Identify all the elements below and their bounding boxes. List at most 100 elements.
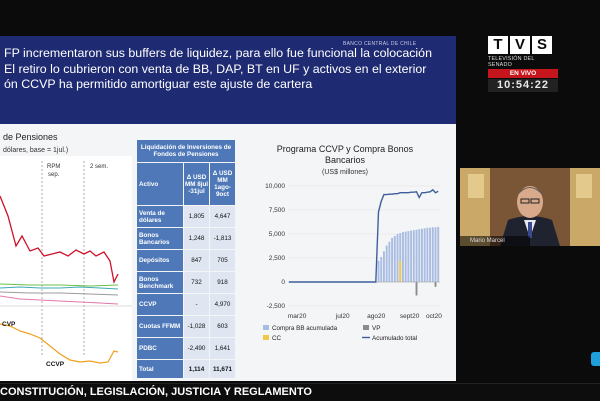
bar-bb <box>393 235 396 282</box>
table-col-header: Activo <box>137 163 183 205</box>
table-row-label: Bonos Bancarios <box>137 228 183 249</box>
bar-bb <box>396 234 399 282</box>
headline-line-1: FP incrementaron sus buffers de liquidez… <box>4 46 432 60</box>
label-ccvp-upper: CVP <box>2 321 16 328</box>
liquidation-table: Liquidación de Inversiones de Fondos de … <box>136 139 236 379</box>
legend-swatch <box>363 325 369 330</box>
legend-label: Acumulado total <box>372 335 417 342</box>
series-pink-line <box>0 295 119 305</box>
table-title: Liquidación de Inversiones de Fondos de … <box>137 140 235 162</box>
table-row: Venta de dólares 1,805 4,647 <box>137 206 235 227</box>
table-row: CCVP -4,970 <box>137 294 235 315</box>
speaker-webcam: Mario Marcel <box>460 168 600 246</box>
side-app-icon[interactable] <box>591 352 600 366</box>
ticker-text: CONSTITUCIÓN, LEGISLACIÓN, JUSTICIA Y RE… <box>0 386 312 398</box>
table-row-v1: 732 <box>184 272 209 293</box>
y-tick-label: 2,500 <box>269 255 286 262</box>
y-tick-label: 5,000 <box>269 231 286 238</box>
table-row-v2: 603 <box>210 316 235 337</box>
table-col1-header: Δ USD MM 8jul -31jul <box>184 163 209 205</box>
table-row-v1: 847 <box>184 250 209 271</box>
headline-line-2: El retiro lo cubrieron con venta de BB, … <box>4 61 427 76</box>
legend-swatch <box>263 325 269 330</box>
table-row-v2: 705 <box>210 250 235 271</box>
headline-line-3: ón CCVP ha permitido amortiguar este aju… <box>4 77 313 91</box>
table-row-v2: 4,647 <box>210 206 235 227</box>
table-row: Cuotas FFMM -1,028 603 <box>137 316 235 337</box>
live-badge: EN VIVO <box>488 69 558 78</box>
bar-bb <box>426 227 429 282</box>
annotation-rpm: RPM <box>47 164 60 170</box>
bar-bb <box>421 228 423 282</box>
tvs-letter: S <box>532 36 552 54</box>
table-row-v1: 1,248 <box>184 228 209 249</box>
legend-label: CC <box>272 335 282 342</box>
left-chart-title: de Pensiones <box>3 132 58 142</box>
annotation-sep: sep. <box>48 172 60 178</box>
legend-label: Compra BB acumulada <box>272 325 338 332</box>
table-row-label: Venta de dólares <box>137 206 183 227</box>
slide-headline: FP incrementaron sus buffers de liquidez… <box>4 46 454 93</box>
tvs-letter: T <box>488 36 508 54</box>
speaker-video-frame <box>460 168 600 246</box>
bar-bb <box>407 231 410 282</box>
legend-label: VP <box>372 325 380 332</box>
bar-bb <box>377 260 380 282</box>
table-row-label: Depósitos <box>137 250 183 271</box>
table-row-v2: 1,641 <box>210 338 235 359</box>
bar-bb <box>412 230 415 282</box>
table-total-v1: 1,114 <box>184 360 209 378</box>
table-row-v1: 1,805 <box>184 206 209 227</box>
table-row: Bonos Bancarios 1,248 -1,813 <box>137 228 235 249</box>
bar-bb <box>418 229 421 282</box>
bar-bb <box>380 257 383 282</box>
bar-vp <box>415 282 418 296</box>
table-row-v2: 4,970 <box>210 294 235 315</box>
x-tick-label: sept20 <box>400 313 420 320</box>
bar-bb <box>399 233 402 282</box>
series-red-line <box>0 195 119 285</box>
right-chart-subtitle: (US$ millones) <box>322 169 368 176</box>
x-tick-label: mar20 <box>288 313 307 320</box>
bar-cc <box>399 260 402 282</box>
program-ticker: CONSTITUCIÓN, LEGISLACIÓN, JUSTICIA Y RE… <box>0 383 600 401</box>
bar-bb <box>410 230 413 282</box>
series-orange-line <box>0 323 119 364</box>
bar-bb <box>434 227 437 282</box>
table-total-v2: 11,671 <box>210 360 235 378</box>
right-chart-title: Programa CCVP y Compra Bonos Bancarios <box>276 144 414 165</box>
bar-vp <box>434 282 437 287</box>
bar-bb <box>437 226 440 282</box>
table-row-label: CCVP <box>137 294 183 315</box>
table-row-label: PDBC <box>137 338 183 359</box>
bar-bb <box>385 245 388 282</box>
y-tick-label: 10,000 <box>265 183 285 190</box>
table-col2-header: Δ USD MM 1ago-9oct <box>210 163 235 205</box>
table-row: Bonos Benchmark 732 918 <box>137 272 235 293</box>
slide-header: BANCO CENTRAL DE CHILE FP incrementaron … <box>0 36 456 124</box>
bar-bb <box>391 237 394 282</box>
series-teal-line <box>0 286 119 290</box>
speaker-nameplate: Mario Marcel <box>460 236 530 246</box>
series-green-line <box>0 283 119 287</box>
org-label: BANCO CENTRAL DE CHILE <box>343 41 417 47</box>
bar-bb <box>404 231 407 282</box>
y-tick-label: 0 <box>281 279 285 286</box>
bar-bb <box>383 251 385 282</box>
tvs-letter: V <box>510 36 530 54</box>
table-row: PDBC -2,490 1,641 <box>137 338 235 359</box>
table-row-v2: -1,813 <box>210 228 235 249</box>
bar-bb <box>423 228 426 282</box>
legend-swatch <box>263 335 269 340</box>
table-body: Venta de dólares 1,805 4,647 Bonos Bancario… <box>137 206 235 359</box>
bar-bb <box>431 227 434 282</box>
bar-bb <box>415 229 418 282</box>
table-row-label: Cuotas FFMM <box>137 316 183 337</box>
table-row-v2: 918 <box>210 272 235 293</box>
table-total-label: Total <box>137 360 183 378</box>
tvs-subtitle: TELEVISIÓN DEL SENADO <box>488 56 535 68</box>
y-tick-label: 7,500 <box>269 207 286 214</box>
